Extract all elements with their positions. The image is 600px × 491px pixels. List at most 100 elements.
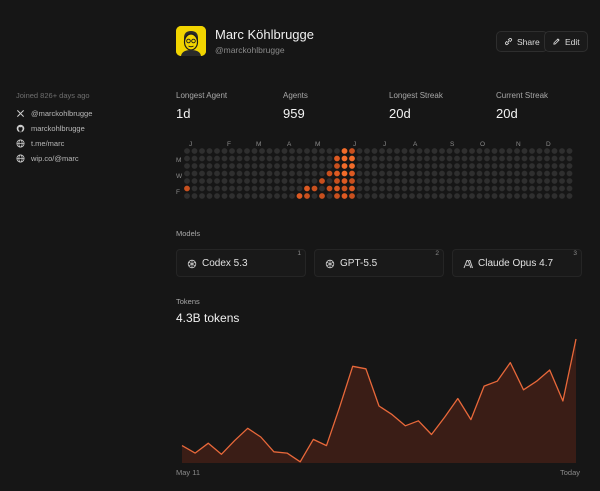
heatmap-cell xyxy=(379,170,385,177)
heatmap-cell xyxy=(506,193,513,199)
heatmap-cell xyxy=(334,155,340,162)
heatmap-cell xyxy=(544,193,550,199)
heatmap-cell xyxy=(221,170,228,177)
heatmap-cell xyxy=(461,148,468,154)
heatmap-cell xyxy=(274,170,280,177)
heatmap-cell xyxy=(229,193,235,199)
heatmap-cell xyxy=(461,193,468,199)
heatmap-cell xyxy=(184,163,190,169)
heatmap-cell xyxy=(184,178,190,184)
heatmap-cell xyxy=(199,163,205,169)
share-label: Share xyxy=(517,36,540,47)
heatmap-cell xyxy=(356,155,363,162)
heatmap-cell xyxy=(461,178,468,184)
heatmap-cell xyxy=(236,163,243,169)
heatmap-cell xyxy=(484,163,490,169)
share-button[interactable]: Share xyxy=(496,31,548,52)
model-card-claude[interactable]: Claude Opus 4.7 3 xyxy=(452,249,582,277)
heatmap-cell xyxy=(566,163,573,169)
heatmap-cell xyxy=(424,170,430,177)
heatmap-cell xyxy=(476,170,483,177)
model-name: Claude Opus 4.7 xyxy=(478,258,554,269)
tokens-total: 4.3B tokens xyxy=(176,311,240,325)
heatmap-cell xyxy=(266,163,273,169)
model-card-gpt[interactable]: GPT-5.5 2 xyxy=(314,249,444,277)
heatmap-cell xyxy=(349,163,355,169)
heatmap-cell xyxy=(289,148,295,154)
sidebar-link-wip[interactable]: wip.co/@marc xyxy=(16,154,79,163)
heatmap-cell xyxy=(184,148,190,154)
sidebar-link-x[interactable]: @marckohlbrugge xyxy=(16,109,92,118)
heatmap-cell xyxy=(236,148,243,154)
heatmap-cell xyxy=(251,178,258,184)
heatmap-cell xyxy=(469,155,475,162)
heatmap-cell xyxy=(304,185,310,192)
heatmap-cell xyxy=(551,155,558,162)
model-rank: 1 xyxy=(297,250,301,257)
joined-text: Joined 826+ days ago xyxy=(16,91,90,100)
heatmap-cell xyxy=(469,163,475,169)
heatmap-cell xyxy=(484,170,490,177)
heatmap-cell xyxy=(529,155,535,162)
heatmap-cell xyxy=(206,170,213,177)
heatmap-cell xyxy=(274,155,280,162)
profile-name: Marc Köhlbrugge xyxy=(215,27,314,42)
heatmap-cell xyxy=(304,148,310,154)
heatmap-month-label: A xyxy=(413,141,418,148)
heatmap-cell xyxy=(371,170,378,177)
heatmap-cell xyxy=(334,178,340,184)
heatmap-cell xyxy=(266,178,273,184)
heatmap-cell xyxy=(386,163,393,169)
heatmap-cell xyxy=(274,178,280,184)
avatar-illustration xyxy=(176,26,206,56)
heatmap-cell xyxy=(311,163,318,169)
heatmap-month-label: D xyxy=(546,141,551,148)
heatmap-cell xyxy=(199,155,205,162)
heatmap-cell xyxy=(544,178,550,184)
heatmap-cell xyxy=(364,163,370,169)
heatmap-cell xyxy=(356,163,363,169)
heatmap-cell xyxy=(454,193,460,199)
heatmap-cell xyxy=(394,193,400,199)
heatmap-cell xyxy=(409,170,415,177)
stat-value-agents: 959 xyxy=(283,106,305,121)
heatmap-cell xyxy=(244,155,250,162)
heatmap-cell xyxy=(341,185,348,192)
heatmap-cell xyxy=(469,148,475,154)
heatmap-cell xyxy=(536,185,543,192)
heatmap-cell xyxy=(386,178,393,184)
sidebar-link-telegram[interactable]: t.me/marc xyxy=(16,139,64,148)
heatmap-cell xyxy=(296,178,303,184)
heatmap-cell xyxy=(251,170,258,177)
heatmap-cell xyxy=(289,178,295,184)
heatmap-cell xyxy=(206,178,213,184)
heatmap-cell xyxy=(499,193,505,199)
heatmap-cell xyxy=(439,163,445,169)
heatmap-cell xyxy=(409,193,415,199)
edit-button[interactable]: Edit xyxy=(544,31,588,52)
model-card-codex[interactable]: Codex 5.3 1 xyxy=(176,249,306,277)
heatmap-cell xyxy=(544,148,550,154)
heatmap-cell xyxy=(566,148,573,154)
heatmap-cell xyxy=(356,178,363,184)
heatmap-cell xyxy=(416,155,423,162)
heatmap-cell xyxy=(184,155,190,162)
heatmap-cell xyxy=(439,185,445,192)
sidebar-link-label: t.me/marc xyxy=(31,139,65,148)
heatmap-cell xyxy=(469,185,475,192)
heatmap-cell xyxy=(199,148,205,154)
heatmap-cell xyxy=(304,170,310,177)
sidebar-link-label: @marckohlbrugge xyxy=(31,109,93,118)
heatmap-cell xyxy=(544,170,550,177)
heatmap-cell xyxy=(529,170,535,177)
heatmap-cell xyxy=(424,193,430,199)
heatmap-cell xyxy=(386,185,393,192)
heatmap-cell xyxy=(566,178,573,184)
sidebar-link-github[interactable]: marckohlbrugge xyxy=(16,124,85,133)
heatmap-cell xyxy=(379,163,385,169)
heatmap-cell xyxy=(296,185,303,192)
heatmap-cell xyxy=(386,155,393,162)
heatmap-cell xyxy=(439,170,445,177)
heatmap-cell xyxy=(349,155,355,162)
heatmap-cell xyxy=(431,193,438,199)
